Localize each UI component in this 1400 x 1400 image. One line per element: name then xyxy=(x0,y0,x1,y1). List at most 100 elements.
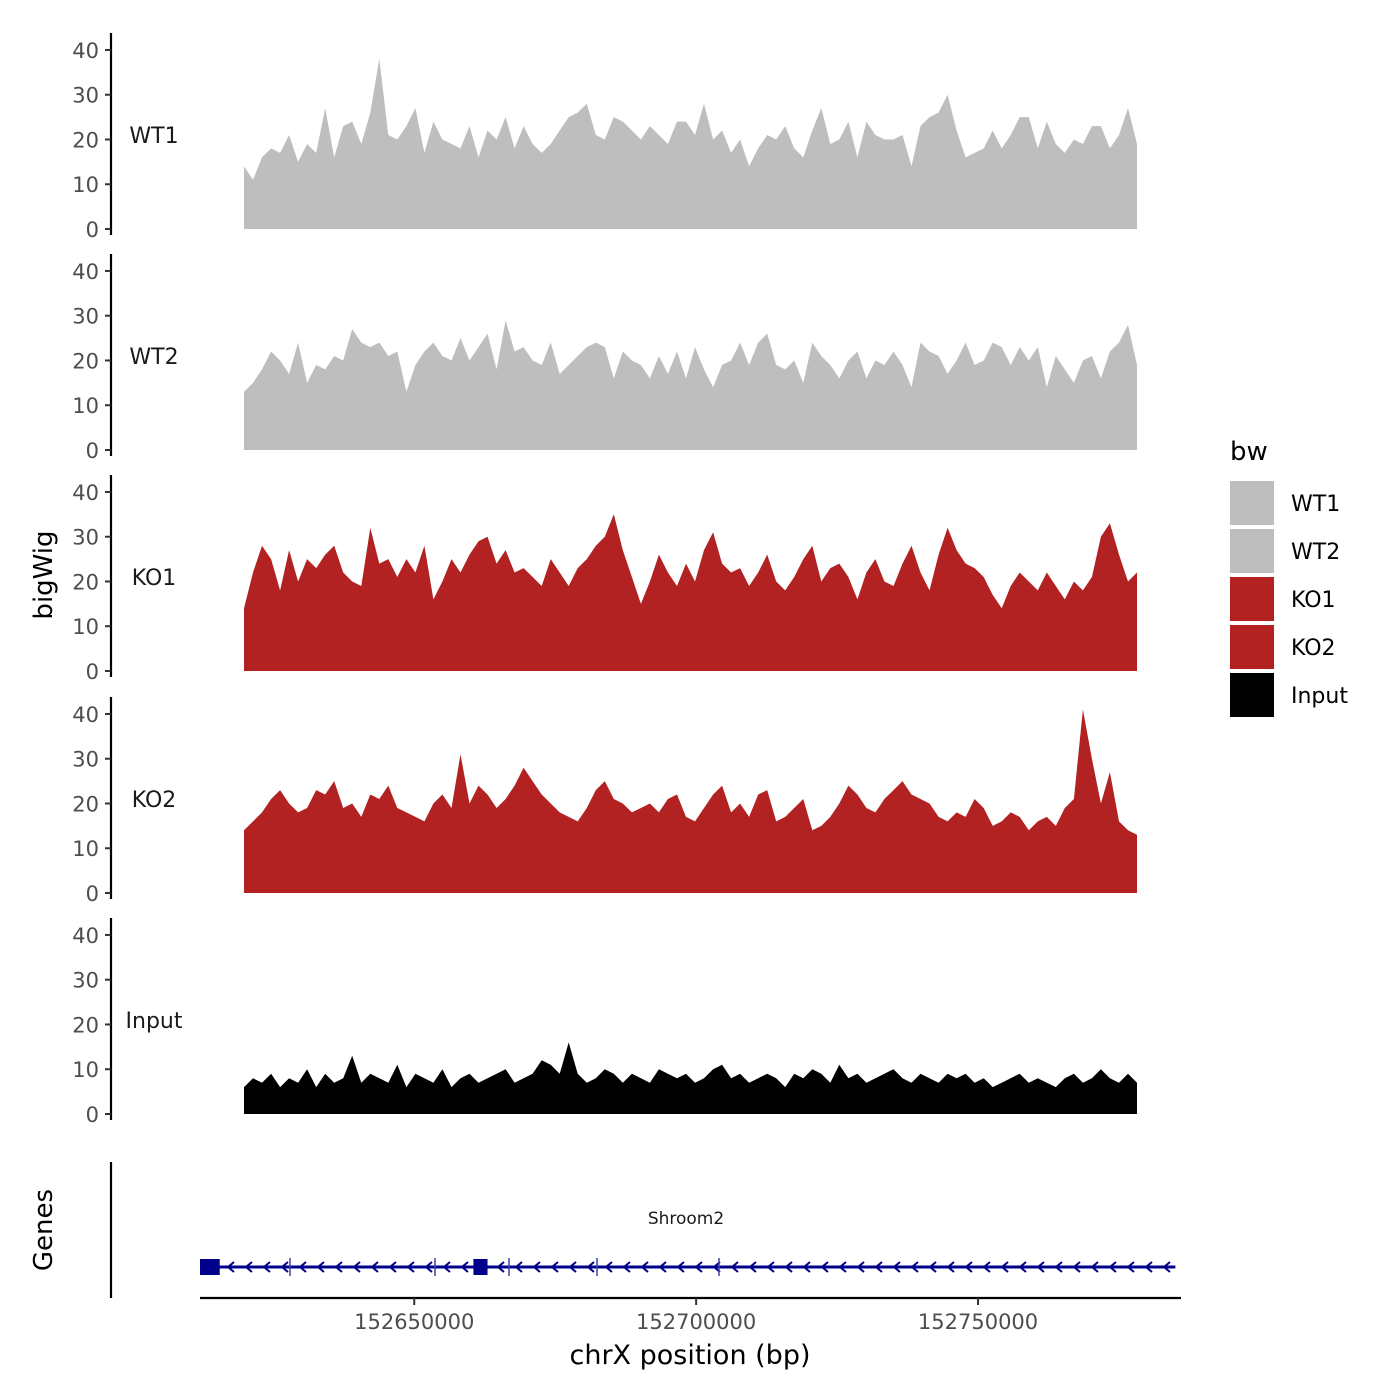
strand-arrow xyxy=(910,1261,919,1273)
x-axis: 152650000 152700000 152750000 chrX positio… xyxy=(200,1296,1181,1371)
strand-arrow xyxy=(550,1261,559,1273)
strand-arrow xyxy=(532,1261,541,1273)
legend-label-wt1: WT1 xyxy=(1291,492,1340,517)
gene-panel-label: Genes xyxy=(29,1189,59,1271)
exon-block xyxy=(473,1259,488,1275)
strand-arrow xyxy=(946,1261,955,1273)
strand-arrow xyxy=(586,1261,595,1273)
y-tick-label: 20 xyxy=(72,128,99,152)
strand-arrow xyxy=(1144,1261,1153,1273)
legend-label-wt2: WT2 xyxy=(1291,540,1340,565)
strand-arrow xyxy=(406,1261,415,1273)
strand-arrow xyxy=(1054,1261,1063,1273)
y-tick-label: 0 xyxy=(86,218,99,242)
track-label-input: Input xyxy=(126,1009,183,1034)
track-panel-input: 0 10 20 30 40 Input xyxy=(72,918,1137,1127)
track-panels: 0 10 20 30 40 WT1 0 10 20 30 40 WT2 0 10 20 30 40 KO1 0 10 2… xyxy=(72,33,1137,1127)
y-tick-label: 0 xyxy=(86,439,99,463)
legend-label-input: Input xyxy=(1291,684,1348,709)
strand-arrow xyxy=(766,1261,775,1273)
gene-name-label: Shroom2 xyxy=(648,1209,724,1229)
strand-arrow xyxy=(622,1261,631,1273)
strand-arrow xyxy=(424,1261,433,1273)
strand-arrow xyxy=(676,1261,685,1273)
strand-arrow xyxy=(316,1261,325,1273)
x-tick-label: 152650000 xyxy=(354,1310,474,1334)
strand-arrow xyxy=(982,1261,991,1273)
strand-arrow xyxy=(928,1261,937,1273)
y-tick-label: 20 xyxy=(72,792,99,816)
legend-swatch-ko1 xyxy=(1230,577,1274,621)
strand-arrow xyxy=(604,1261,613,1273)
y-tick-label: 40 xyxy=(72,703,99,727)
strand-arrow xyxy=(1036,1261,1045,1273)
strand-arrow xyxy=(748,1261,757,1273)
y-tick-label: 10 xyxy=(72,615,99,639)
legend-items: WT1 WT2 KO1 KO2 Input xyxy=(1230,481,1348,717)
strand-arrow xyxy=(730,1261,739,1273)
y-tick-label: 30 xyxy=(72,969,99,993)
strand-arrow xyxy=(460,1261,469,1273)
y-tick-label: 40 xyxy=(72,924,99,948)
track-panel-wt1: 0 10 20 30 40 WT1 xyxy=(72,33,1137,242)
y-tick-label: 0 xyxy=(86,882,99,906)
strand-arrow xyxy=(802,1261,811,1273)
legend-label-ko2: KO2 xyxy=(1291,636,1336,661)
strand-arrow xyxy=(352,1261,361,1273)
y-tick-label: 30 xyxy=(72,526,99,550)
exon-block xyxy=(200,1259,220,1275)
strand-arrow xyxy=(640,1261,649,1273)
x-tick-label: 152700000 xyxy=(636,1310,756,1334)
strand-arrow xyxy=(370,1261,379,1273)
strand-arrow xyxy=(442,1261,451,1273)
strand-arrow xyxy=(838,1261,847,1273)
strand-arrow xyxy=(694,1261,703,1273)
strand-arrow xyxy=(388,1261,397,1273)
strand-arrow xyxy=(1108,1261,1117,1273)
strand-arrow xyxy=(1162,1261,1171,1273)
y-tick-label: 0 xyxy=(86,660,99,684)
strand-arrow xyxy=(856,1261,865,1273)
y-tick-label: 40 xyxy=(72,39,99,63)
track-label-ko1: KO1 xyxy=(132,566,177,591)
y-tick-label: 10 xyxy=(72,1058,99,1082)
track-label-wt1: WT1 xyxy=(129,124,178,149)
strand-arrow xyxy=(892,1261,901,1273)
y-tick-label: 0 xyxy=(86,1103,99,1127)
signal-area-ko1 xyxy=(244,514,1137,671)
signal-area-wt2 xyxy=(244,320,1137,450)
x-axis-title: chrX position (bp) xyxy=(569,1340,810,1371)
y-tick-label: 40 xyxy=(72,481,99,505)
y-tick-label: 20 xyxy=(72,570,99,594)
x-axis-ticks: 152650000 152700000 152750000 xyxy=(354,1298,1038,1334)
strand-arrow xyxy=(568,1261,577,1273)
y-tick-label: 10 xyxy=(72,837,99,861)
y-axis-title: bigWig xyxy=(29,530,59,619)
strand-arrow xyxy=(334,1261,343,1273)
strand-arrow xyxy=(820,1261,829,1273)
y-tick-label: 30 xyxy=(72,748,99,772)
y-tick-label: 30 xyxy=(72,84,99,108)
y-tick-label: 40 xyxy=(72,260,99,284)
y-tick-label: 30 xyxy=(72,305,99,329)
legend-title: bw xyxy=(1230,437,1268,467)
strand-arrow xyxy=(964,1261,973,1273)
y-tick-label: 20 xyxy=(72,349,99,373)
x-tick-label: 152750000 xyxy=(918,1310,1038,1334)
track-label-wt2: WT2 xyxy=(129,345,178,370)
legend-swatch-wt2 xyxy=(1230,529,1274,573)
track-panel-ko2: 0 10 20 30 40 KO2 xyxy=(72,697,1137,906)
signal-area-input xyxy=(244,1042,1137,1114)
strand-arrow xyxy=(712,1261,721,1273)
legend: bw WT1 WT2 KO1 KO2 Input xyxy=(1230,437,1348,717)
legend-swatch-ko2 xyxy=(1230,625,1274,669)
track-label-ko2: KO2 xyxy=(132,788,177,813)
signal-area-ko2 xyxy=(244,709,1137,893)
strand-arrow xyxy=(1072,1261,1081,1273)
strand-arrow xyxy=(514,1261,523,1273)
strand-arrow xyxy=(1018,1261,1027,1273)
strand-arrow xyxy=(1126,1261,1135,1273)
y-tick-label: 20 xyxy=(72,1013,99,1037)
strand-arrow xyxy=(784,1261,793,1273)
